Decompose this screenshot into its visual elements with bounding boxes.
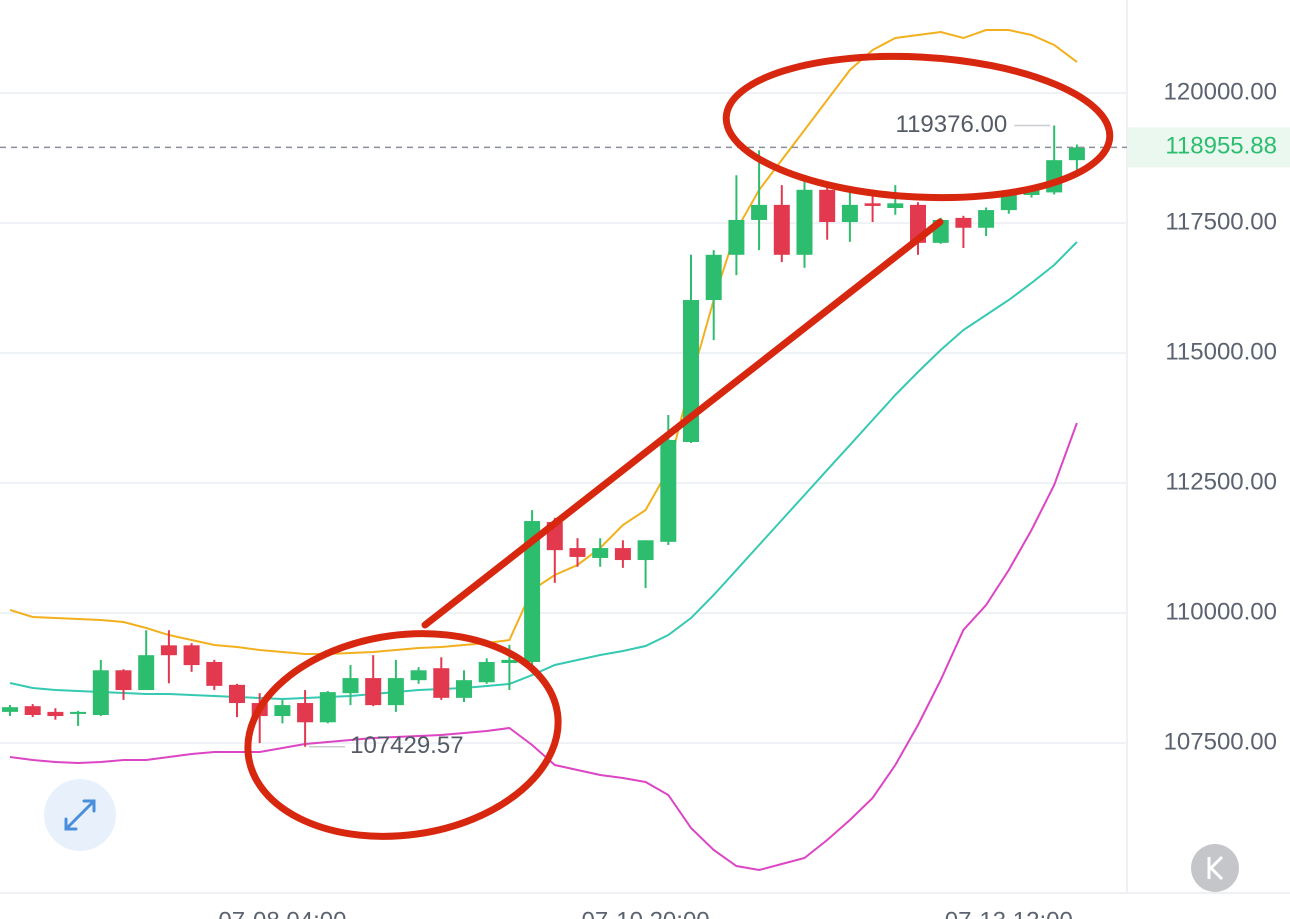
x-tick-label: 07-13 12:00 [945,907,1073,919]
candles [2,125,1085,747]
candle-body [592,548,609,558]
candle-body [433,668,450,698]
candle-body [229,684,245,704]
annotation-circle [244,630,562,840]
candle-body [773,204,790,255]
candle-body [841,204,858,223]
candle-body [206,661,223,686]
candle-body [864,203,881,206]
candle-body [887,203,904,209]
candle-body [319,692,336,723]
candle-body [955,217,972,228]
candle-body [47,711,64,717]
candle-body [614,548,631,561]
candle-body [342,678,359,694]
bands [9,29,1078,872]
candle-body [660,439,677,542]
candle-body [501,659,518,664]
x-tick-label: 07-08 04:00 [218,907,346,919]
annotation-arrow [421,218,944,629]
candle-body [138,655,155,691]
y-tick-label: 117500.00 [1165,208,1277,235]
expand-button[interactable] [44,779,116,851]
annotation-circle [722,52,1114,202]
candle-body [410,670,427,681]
y-tick-label: 120000.00 [1164,78,1277,105]
candle-body [115,670,132,691]
candle-body [569,548,586,557]
min-marker-label: 107429.57 [350,732,463,759]
band-line [9,29,1078,656]
candle-body [2,707,18,712]
candle-body [92,670,109,716]
y-tick-label: 115000.00 [1165,338,1277,365]
grid [0,92,1127,745]
candle-body [365,678,382,706]
candle-body [1068,147,1085,161]
y-tick-label: 110000.00 [1165,598,1277,625]
candle-body [751,204,768,220]
candle-body [160,645,177,656]
candle-body [1023,189,1040,196]
candle-body [819,189,836,223]
last-price-box [1128,127,1290,168]
candle-body [387,678,404,706]
candle-body [728,219,745,255]
candle-body [683,300,699,443]
candle-body [24,706,41,716]
candle-body [456,680,472,698]
band-line [9,422,1078,872]
candle-body [478,661,495,683]
candle-body [978,210,995,228]
band-line [9,241,1078,700]
last-price-label: 118955.88 [1165,133,1277,160]
candle-body [637,540,654,561]
candle-body [705,254,722,301]
x-tick-label: 07-10 20:00 [582,907,710,919]
k-button[interactable] [1191,844,1239,892]
y-tick-label: 107500.00 [1164,728,1277,755]
labels: 107500.00 110000.00 112500.00 115000.00 1175… [0,78,1290,919]
candle-body [297,703,314,723]
candle-body [274,705,291,717]
y-tick-label: 112500.00 [1165,468,1277,495]
candle-body [1000,195,1017,211]
candle-body [183,645,200,666]
candle-body [70,711,87,714]
candle-body [796,189,813,255]
candle-body [524,521,541,662]
max-marker-label: 119376.00 [896,111,1008,138]
